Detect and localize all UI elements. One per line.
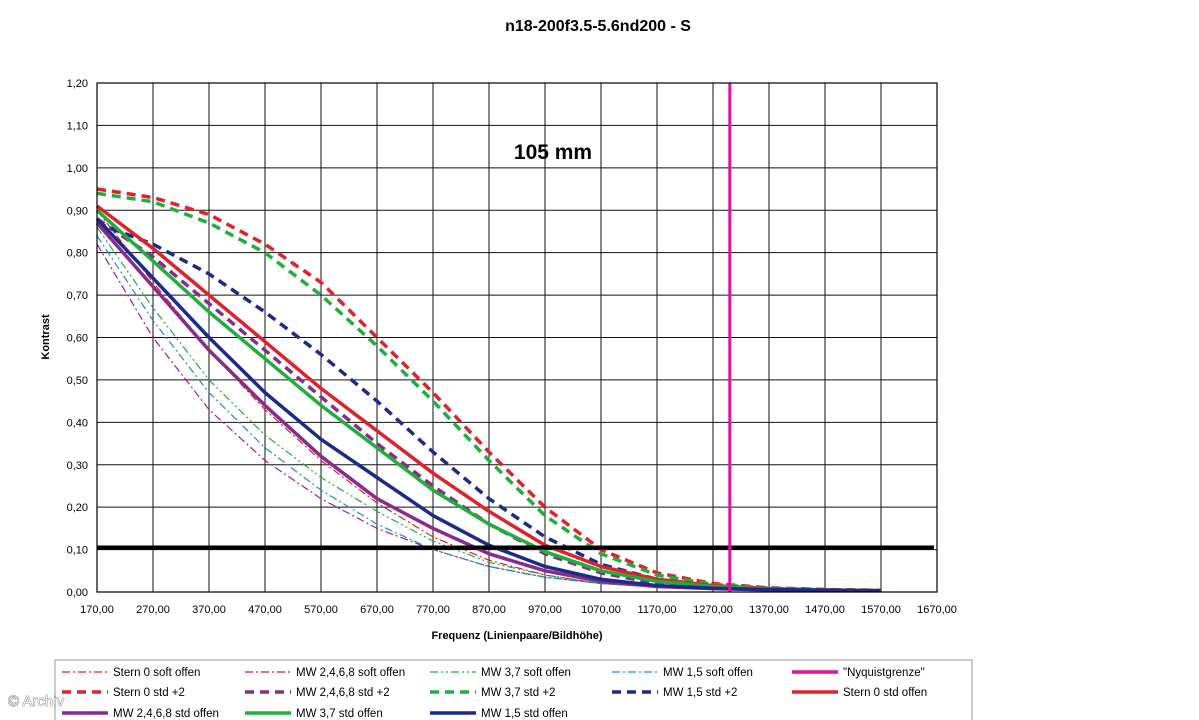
series-line [95,217,882,593]
focal-length-annotation: 105 mm [514,141,592,164]
x-tick-label: 1670,00 [917,604,957,616]
x-tick-label: 1570,00 [861,604,901,616]
legend-label: MW 1,5 std offen [481,708,568,720]
y-tick-label: 0,70 [67,290,88,302]
x-tick-label: 870,00 [472,604,506,616]
legend-label: MW 2,4,6,8 std +2 [296,687,390,699]
y-tick-label: 0,90 [67,205,88,217]
x-tick-label: 1070,00 [581,604,621,616]
series-line [96,221,882,593]
y-tick-label: 0,50 [67,375,88,387]
legend-label: MW 3,7 soft offen [481,667,571,679]
legend-label: Stern 0 std +2 [113,687,185,699]
series-line [96,187,882,593]
x-tick-label: 1170,00 [638,604,677,616]
y-tick-label: 0,20 [67,502,88,514]
x-axis-label: Frequenz (Linienpaare/Bildhöhe) [431,630,602,642]
y-tick-label: 1,10 [67,120,88,132]
y-tick-label: 0,60 [67,333,88,345]
legend: Stern 0 soft offen MW 2,4,6,8 soft offen M… [62,667,927,720]
x-tick-labels: 170,00 270,00 370,00 470,00 570,00 670,00 770,… [80,604,957,616]
legend-label: "Nyquistgrenze" [843,667,925,679]
series-line [96,226,882,592]
y-tick-label: 1,20 [67,78,88,90]
y-tick-label: 0,10 [67,545,88,557]
x-tick-label: 670,00 [360,604,394,616]
legend-label: MW 2,4,6,8 std offen [113,708,219,720]
series-lines [95,187,882,593]
x-tick-label: 370,00 [192,604,226,616]
legend-label: MW 1,5 soft offen [663,667,753,679]
x-tick-label: 570,00 [304,604,338,616]
copyright-text: © Archiv [8,693,65,710]
x-tick-label: 970,00 [528,604,562,616]
y-tick-label: 1,00 [67,163,88,175]
x-tick-label: 470,00 [248,604,282,616]
legend-label: MW 3,7 std offen [296,708,383,720]
y-tick-labels: 0,00 0,10 0,20 0,30 0,40 0,50 0,60 0,70 0,80 0,90… [67,78,88,599]
y-axis-label: Kontrast [40,314,52,360]
legend-label: Stern 0 std offen [843,687,927,699]
x-tick-label: 1270,00 [693,604,733,616]
legend-box [54,659,973,720]
x-tick-label: 270,00 [136,604,170,616]
y-tick-label: 0,00 [67,587,88,599]
y-tick-label: 0,40 [67,417,88,429]
x-tick-label: 170,00 [80,604,114,616]
legend-label: MW 1,5 std +2 [663,687,737,699]
plot-frame [96,82,938,593]
x-tick-label: 770,00 [416,604,450,616]
legend-label: MW 2,4,6,8 soft offen [296,667,405,679]
chart-title: n18-200f3.5-5.6nd200 - S [505,18,691,35]
legend-label: Stern 0 soft offen [113,667,200,679]
legend-label: MW 3,7 std +2 [481,687,555,699]
reference-lines [97,83,934,592]
y-tick-label: 0,80 [67,248,88,260]
x-tick-label: 1370,00 [749,604,789,616]
x-tick-label: 1470,00 [805,604,845,616]
y-tick-label: 0,30 [67,460,88,472]
